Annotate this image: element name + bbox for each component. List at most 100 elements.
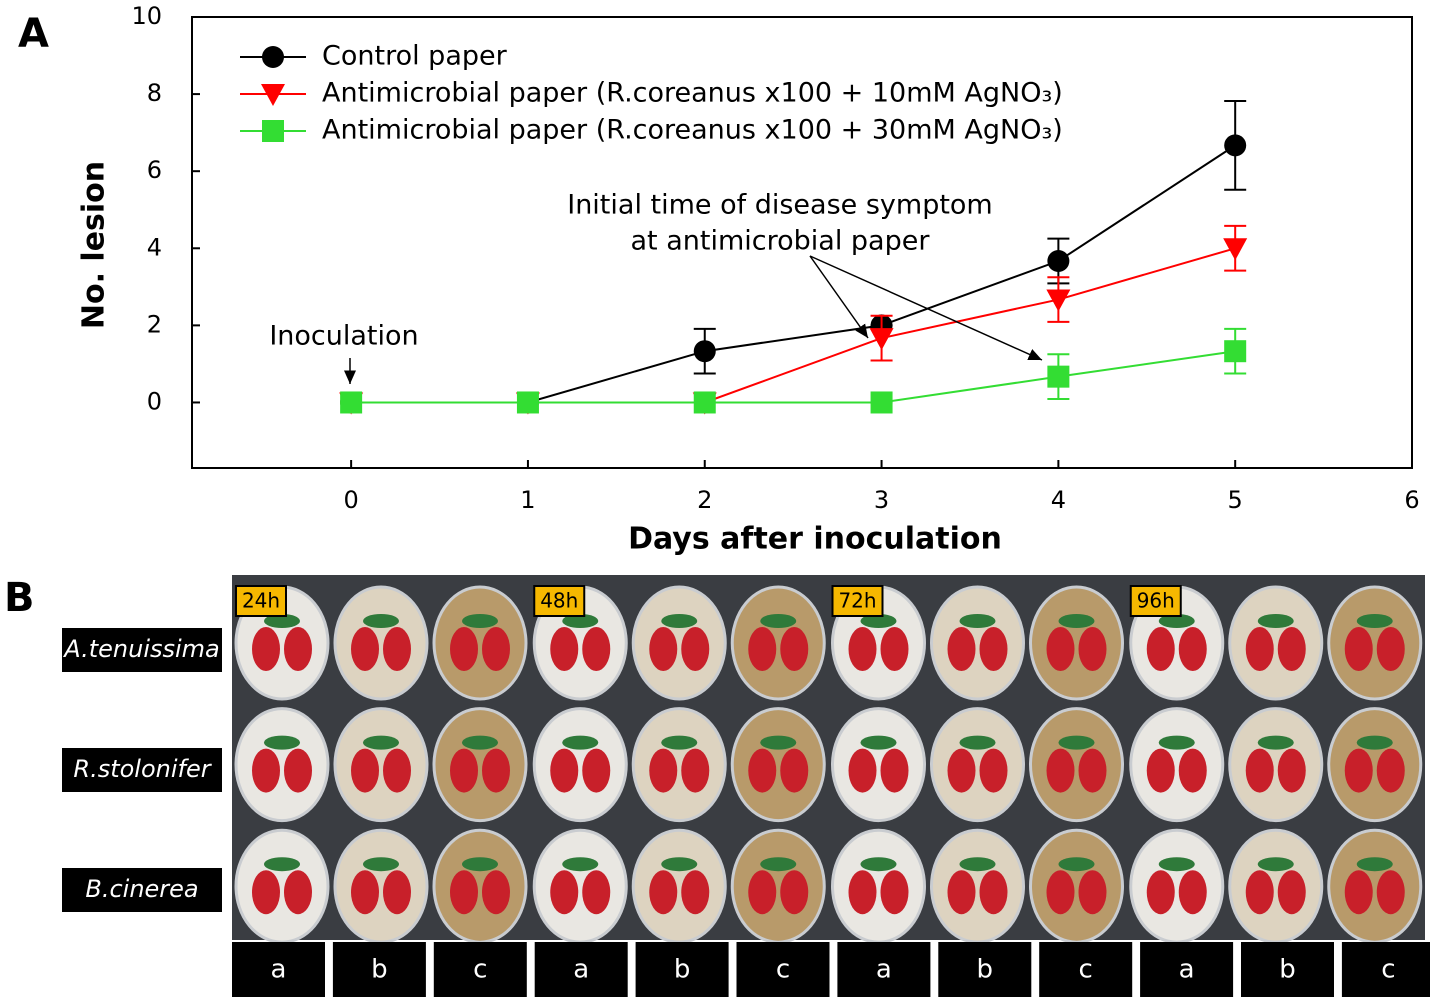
strawberry [780, 627, 809, 671]
leaf [363, 614, 399, 628]
strawberry [252, 627, 280, 671]
column-label-box [332, 942, 426, 997]
leaf [1058, 857, 1095, 872]
strawberry [748, 627, 777, 671]
cup [234, 707, 330, 823]
strawberry [780, 748, 809, 793]
strawberry [748, 870, 777, 915]
column-label-box [837, 942, 931, 997]
marker [693, 391, 716, 414]
cup [532, 707, 628, 823]
leaf [363, 735, 399, 750]
legend-marker [262, 120, 284, 142]
strawberry [1146, 748, 1175, 793]
strawberry [880, 748, 909, 793]
leaf [1257, 857, 1294, 872]
annotation-arrow [809, 255, 869, 339]
cup [730, 585, 826, 701]
column-label-box [1140, 942, 1234, 997]
leaf [1257, 735, 1294, 750]
strawberry [450, 748, 478, 793]
row-label: B.cinerea [85, 875, 198, 903]
series-line [351, 247, 1236, 404]
leaf [264, 614, 300, 628]
strawberry [880, 627, 909, 671]
strawberry [947, 627, 976, 671]
x-tick-label: 4 [1051, 486, 1066, 514]
strawberry [1344, 627, 1373, 671]
leaf [661, 857, 698, 872]
strawberry [383, 627, 411, 671]
strawberry [1245, 870, 1274, 915]
strawberry [351, 870, 379, 915]
row-label-box [62, 748, 222, 792]
cup [333, 707, 429, 823]
column-label-box [1341, 942, 1430, 997]
strawberry [947, 870, 976, 915]
strawberry [880, 870, 909, 915]
leaf [264, 857, 300, 872]
cup [1327, 585, 1423, 701]
column-label-box [1039, 942, 1133, 997]
marker [869, 328, 894, 351]
leaf [760, 857, 797, 872]
strawberry [482, 870, 510, 915]
x-tick-label: 2 [697, 486, 712, 514]
leaf [1356, 735, 1393, 750]
x-tick-label: 0 [343, 486, 358, 514]
strawberry [351, 627, 379, 671]
strawberry [284, 627, 312, 671]
strawberry [780, 870, 809, 915]
leaf [562, 614, 599, 628]
strawberry [1277, 748, 1306, 793]
marker [1047, 365, 1070, 388]
time-badge [533, 585, 586, 617]
strawberry [1078, 870, 1107, 915]
strawberry [482, 748, 510, 793]
strawberry [383, 870, 411, 915]
strawberry [979, 748, 1008, 793]
leaf [462, 614, 498, 628]
leaf [264, 735, 300, 750]
cup [631, 828, 727, 944]
strawberry [450, 870, 478, 915]
leaf [1257, 614, 1294, 628]
column-label-box [635, 942, 729, 997]
cup [333, 585, 429, 701]
strawberry [550, 748, 579, 793]
leaf [860, 857, 897, 872]
leaf [860, 614, 897, 628]
column-label: c [776, 955, 790, 985]
cup [1129, 828, 1225, 944]
column-label-box [736, 942, 830, 997]
row-label-box [62, 628, 222, 672]
time-badge [831, 585, 884, 617]
cup [1029, 707, 1124, 823]
column-label: a [271, 955, 287, 985]
strawberry [252, 748, 280, 793]
strawberry [1344, 748, 1373, 793]
panel-label: B [4, 575, 35, 621]
time-badge [1129, 585, 1182, 617]
time-badge [235, 585, 287, 617]
leaf [1158, 614, 1195, 628]
y-tick-label: 6 [147, 156, 162, 184]
strawberry [1245, 627, 1274, 671]
strawberry [1078, 748, 1107, 793]
strawberry [979, 627, 1008, 671]
column-label: c [1381, 955, 1395, 985]
column-label-box [1241, 942, 1334, 997]
series-line [351, 144, 1236, 404]
column-label: b [371, 955, 388, 985]
strawberry [1344, 870, 1373, 915]
cup [1228, 828, 1324, 944]
marker [870, 391, 893, 414]
leaf [760, 735, 797, 750]
cup [234, 828, 330, 944]
annotation: Inoculation [269, 321, 418, 352]
leaf [661, 735, 698, 750]
strawberry [252, 870, 280, 915]
leaf [959, 614, 996, 628]
marker [1223, 238, 1248, 261]
cup [930, 828, 1025, 944]
